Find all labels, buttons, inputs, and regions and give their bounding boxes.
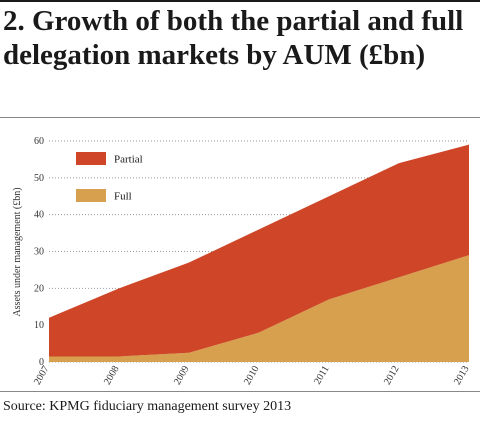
y-tick-label: 0 <box>39 357 44 368</box>
legend-label-full: Full <box>114 191 132 203</box>
x-tick-label: 2010 <box>242 364 262 387</box>
x-tick-label: 2007 <box>32 364 52 387</box>
legend: Partial Full <box>76 152 143 203</box>
y-tick-label: 60 <box>34 136 44 147</box>
x-tick-label: 2011 <box>312 364 331 387</box>
legend-swatch-full <box>76 189 106 202</box>
y-tick-label: 50 <box>34 173 44 184</box>
x-tick-label: 2012 <box>382 364 402 387</box>
legend-swatch-partial <box>76 152 106 165</box>
y-tick-label: 20 <box>34 283 44 294</box>
area-partial <box>49 144 469 357</box>
legend-label-partial: Partial <box>114 154 143 166</box>
x-tick-label: 2008 <box>102 364 122 387</box>
y-tick-label: 40 <box>34 210 44 221</box>
area-full <box>49 255 469 362</box>
y-tick-label: 10 <box>34 320 44 331</box>
x-tick-label: 2009 <box>172 364 192 387</box>
y-axis-title: Assets under management (£bn) <box>12 187 23 316</box>
y-tick-label: 30 <box>34 247 44 258</box>
top-rule <box>0 0 480 2</box>
title-rule <box>0 117 480 118</box>
x-tick-label: 2013 <box>452 364 472 387</box>
x-axis-ticks: 2007 2008 2009 2010 2011 2012 2013 <box>32 364 472 387</box>
source-note: Source: KPMG fiduciary management survey… <box>3 399 292 414</box>
chart-title: 2. Growth of both the partial and full d… <box>3 5 464 71</box>
bottom-rule <box>0 391 480 392</box>
data-areas <box>49 144 469 362</box>
y-axis-ticks: 0 10 20 30 40 50 60 <box>34 136 44 368</box>
